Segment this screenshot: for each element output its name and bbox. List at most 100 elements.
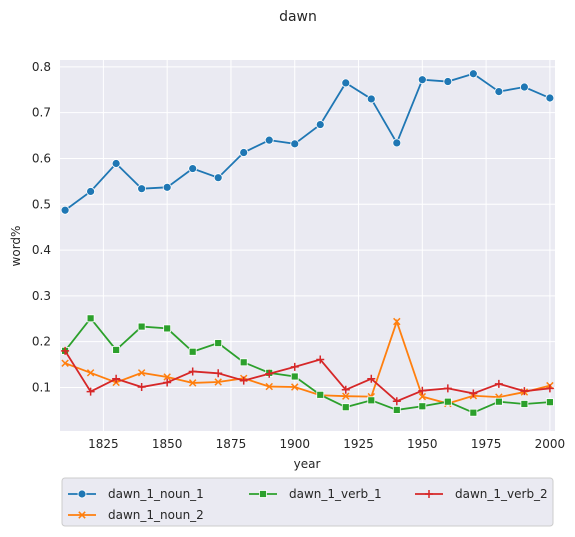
y-tick-label: 0.7	[32, 106, 51, 120]
data-point	[392, 397, 401, 406]
legend-label: dawn_1_noun_2	[108, 508, 204, 522]
data-point	[392, 138, 402, 148]
data-point	[520, 400, 529, 408]
plot-area	[60, 60, 555, 431]
data-point	[418, 386, 427, 395]
data-point	[112, 346, 121, 354]
data-point	[264, 135, 274, 145]
data-point	[112, 374, 121, 383]
legend-entry: dawn_1_noun_2	[68, 508, 204, 522]
data-point	[545, 398, 554, 407]
x-tick-label: 1825	[88, 437, 119, 451]
data-point	[545, 384, 554, 393]
data-point	[367, 396, 376, 405]
data-point	[418, 392, 427, 401]
data-point	[290, 372, 299, 381]
data-point	[111, 159, 121, 168]
data-point	[239, 148, 249, 157]
data-point	[494, 87, 504, 97]
data-point	[418, 402, 427, 411]
data-point	[469, 389, 478, 398]
data-point	[417, 75, 427, 85]
series-line	[64, 316, 550, 414]
data-point	[188, 164, 198, 173]
data-point	[60, 205, 70, 215]
data-point	[443, 384, 452, 393]
data-point	[188, 347, 197, 356]
data-point	[213, 173, 223, 183]
series-layer	[60, 69, 555, 417]
data-point	[392, 406, 401, 414]
data-point	[188, 379, 197, 387]
data-point	[265, 369, 274, 378]
y-tick-label: 0.4	[32, 243, 51, 257]
data-point	[291, 383, 299, 391]
data-point	[137, 322, 146, 331]
series-line	[64, 318, 551, 405]
data-point	[443, 397, 452, 406]
y-tick-label: 0.5	[32, 197, 51, 211]
series-dawn_1_noun_1	[60, 69, 555, 215]
data-point	[545, 93, 555, 103]
x-tick-label: 1950	[407, 437, 438, 451]
y-tick-label: 0.2	[32, 335, 51, 349]
legend-label: dawn_1_verb_1	[289, 487, 382, 501]
data-point	[265, 382, 273, 391]
data-point	[468, 69, 478, 79]
data-point	[494, 397, 503, 406]
data-point	[86, 187, 96, 196]
y-axis-label: word%	[9, 226, 23, 267]
data-point	[367, 374, 376, 383]
data-point	[61, 346, 70, 355]
data-point	[214, 378, 222, 386]
data-point	[239, 358, 248, 367]
data-point	[315, 120, 325, 129]
y-tick-label: 0.1	[32, 380, 51, 394]
legend-marker	[78, 511, 86, 519]
data-point	[316, 355, 325, 364]
data-point	[469, 408, 478, 417]
data-point	[162, 182, 172, 192]
data-point	[239, 376, 248, 385]
data-point	[163, 324, 172, 333]
data-point	[290, 362, 299, 371]
y-tick-label: 0.8	[32, 60, 51, 74]
data-point	[342, 392, 350, 400]
y-tick-label: 0.3	[32, 289, 51, 303]
series-line	[64, 350, 550, 403]
data-point	[366, 94, 376, 104]
legend-box	[61, 477, 554, 527]
data-point	[214, 339, 223, 347]
data-point	[494, 379, 503, 388]
data-point	[316, 390, 325, 399]
legend-label: dawn_1_verb_2	[455, 487, 548, 501]
legend-marker	[425, 490, 433, 498]
x-tick-label: 1975	[471, 437, 502, 451]
legend-marker	[259, 490, 267, 498]
data-point	[163, 373, 171, 381]
legend-entry: dawn_1_verb_2	[415, 487, 548, 501]
x-tick-label: 1925	[343, 437, 374, 451]
data-point	[290, 139, 300, 149]
x-tick-label: 2000	[535, 437, 566, 451]
tick-labels: 1825 1850 1875 1900 1925 1950 1975 2000 0.1 0.2 0.…	[32, 60, 565, 451]
legend: dawn_1_noun_1 dawn_1_noun_2 dawn_1_verb_1 d…	[61, 477, 554, 527]
data-point	[86, 314, 95, 323]
data-point	[393, 317, 401, 326]
data-point	[214, 369, 223, 378]
data-point	[137, 369, 146, 377]
legend-entry: dawn_1_verb_1	[249, 487, 382, 501]
data-point	[86, 369, 95, 377]
data-point	[86, 387, 95, 396]
data-point	[137, 184, 147, 194]
x-axis-label: year	[294, 457, 321, 471]
data-point	[341, 78, 351, 88]
legend-marker	[77, 489, 87, 499]
data-point	[519, 82, 529, 92]
data-point	[443, 77, 453, 86]
data-point	[61, 359, 69, 367]
data-point	[520, 387, 529, 396]
data-point	[163, 378, 172, 387]
x-tick-label: 1875	[216, 437, 247, 451]
